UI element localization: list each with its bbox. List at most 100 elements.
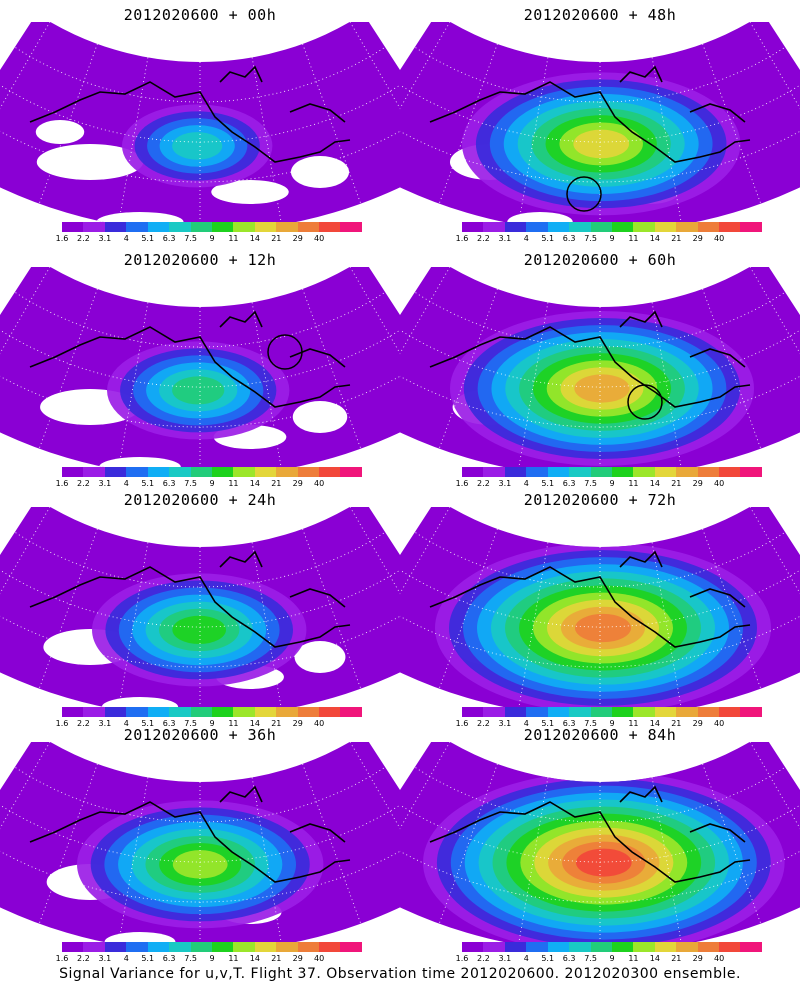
colorbar-segment (169, 707, 191, 717)
colorbar (62, 707, 362, 717)
colorbar-segment (740, 467, 762, 477)
colorbar-tick-label: 21 (671, 234, 682, 243)
no-signal-area (290, 156, 350, 188)
colorbar-segment (654, 707, 677, 717)
colorbar-segment (233, 942, 255, 952)
colorbar-segment (719, 467, 741, 477)
colorbar-segment (569, 942, 591, 952)
colorbar-segment (254, 467, 277, 477)
colorbar-tick-label: 6.3 (562, 479, 576, 488)
no-signal-area (36, 144, 144, 180)
variance-contour (573, 129, 630, 159)
map-panel: 2012020600 + 24h 1.6 2.2 3.1 4 5.1 6.3 7.5 9 11 14… (0, 485, 400, 730)
colorbar-segment (62, 467, 84, 477)
variance-contour (172, 132, 223, 160)
colorbar-segment (62, 222, 84, 232)
storm-circle-marker (267, 334, 303, 370)
colorbar-segment (297, 467, 320, 477)
colorbar-tick-label: 11 (228, 479, 239, 488)
map-panel: 2012020600 + 12h 1.6 2.2 3.1 4 5.1 6.3 7.5 9 11 14… (0, 245, 400, 490)
colorbar-segment (719, 942, 741, 952)
colorbar-tick-label: 6.3 (162, 954, 176, 963)
colorbar-labels: 1.6 2.2 3.1 4 5.1 6.3 7.5 9 11 14 21 29 40 (56, 234, 362, 244)
colorbar-tick-label: 1.6 (455, 719, 469, 728)
colorbar-segment (740, 942, 762, 952)
colorbar-segment (254, 942, 277, 952)
map-panel: 2012020600 + 48h 1.6 2.2 3.1 4 5.1 6.3 7.5 9 11 14… (400, 0, 800, 245)
polar-map (400, 267, 800, 477)
variance-contour (172, 850, 228, 879)
colorbar-tick-label: 3.1 (98, 954, 112, 963)
colorbar-segment (526, 222, 548, 232)
colorbar-tick-label: 14 (649, 719, 660, 728)
colorbar-segment (254, 707, 277, 717)
colorbar-segment (462, 942, 484, 952)
colorbar-tick-label: 6.3 (162, 719, 176, 728)
colorbar-segment (590, 942, 612, 952)
colorbar-segment (697, 467, 720, 477)
colorbar-segment (233, 707, 255, 717)
colorbar-segment (611, 467, 634, 477)
colorbar-segment (590, 467, 612, 477)
colorbar-tick-label: 1.6 (55, 234, 69, 243)
map-panel: 2012020600 + 84h 1.6 2.2 3.1 4 5.1 6.3 7.5 9 11 14… (400, 720, 800, 965)
colorbar-segment (83, 942, 105, 952)
colorbar-tick-label: 2.2 (477, 719, 490, 728)
colorbar-tick-label: 21 (271, 719, 282, 728)
colorbar-tick-label: 9 (209, 954, 215, 963)
colorbar-tick-label: 29 (292, 719, 303, 728)
colorbar-tick-label: 9 (609, 479, 615, 488)
coastline (429, 550, 751, 648)
colorbar-tick-label: 5.1 (541, 479, 555, 488)
colorbar-tick-label: 3.1 (98, 479, 112, 488)
colorbar-segment (483, 467, 505, 477)
colorbar-segment (676, 222, 698, 232)
panel-title: 2012020600 + 48h (523, 6, 677, 24)
colorbar-segment (611, 707, 634, 717)
colorbar-tick-label: 2.2 (477, 234, 490, 243)
colorbar-segment (126, 467, 148, 477)
colorbar-segment (740, 707, 762, 717)
colorbar-segment (462, 707, 484, 717)
colorbar-tick-label: 3.1 (498, 479, 512, 488)
colorbar-tick-label: 1.6 (455, 954, 469, 963)
colorbar-tick-label: 4 (523, 719, 529, 728)
colorbar-tick-label: 3.1 (498, 234, 512, 243)
colorbar-tick-label: 5.1 (541, 719, 555, 728)
colorbar (462, 222, 762, 232)
colorbar-tick-label: 9 (609, 954, 615, 963)
colorbar-segment (233, 467, 255, 477)
map-panel: 2012020600 + 00h 1.6 2.2 3.1 4 5.1 6.3 7.5 9 11 14… (0, 0, 400, 245)
colorbar-segment (697, 707, 720, 717)
colorbar-segment (211, 707, 234, 717)
polar-map (400, 742, 800, 952)
figure-caption: Signal Variance for u,v,T. Flight 37. Ob… (59, 966, 741, 982)
no-signal-area (294, 641, 346, 673)
colorbar-segment (254, 222, 277, 232)
colorbar-segment (483, 942, 505, 952)
colorbar-segment (190, 942, 212, 952)
colorbar-segment (590, 707, 612, 717)
colorbar-segment (483, 222, 505, 232)
variance-contour (172, 615, 226, 645)
colorbar-tick-label: 9 (209, 479, 215, 488)
no-signal-area (292, 401, 348, 433)
colorbar-tick-label: 11 (628, 234, 639, 243)
colorbar-tick-label: 14 (249, 479, 260, 488)
colorbar-segment (169, 942, 191, 952)
colorbar-tick-label: 11 (628, 479, 639, 488)
colorbar-tick-label: 7.5 (184, 954, 197, 963)
colorbar-tick-label: 29 (292, 479, 303, 488)
colorbar-labels: 1.6 2.2 3.1 4 5.1 6.3 7.5 9 11 14 21 29 40 (56, 719, 362, 729)
colorbar-tick-label: 2.2 (77, 954, 90, 963)
colorbar-tick-label: 2.2 (77, 719, 90, 728)
colorbar-segment (104, 707, 127, 717)
colorbar-segment (526, 467, 548, 477)
colorbar-segment (697, 222, 720, 232)
polar-map (0, 742, 400, 952)
colorbar-tick-label: 4 (123, 479, 129, 488)
colorbar-tick-label: 40 (314, 954, 325, 963)
storm-circle-marker (566, 176, 602, 212)
colorbar-tick-label: 3.1 (98, 234, 112, 243)
colorbar-tick-label: 4 (123, 234, 129, 243)
